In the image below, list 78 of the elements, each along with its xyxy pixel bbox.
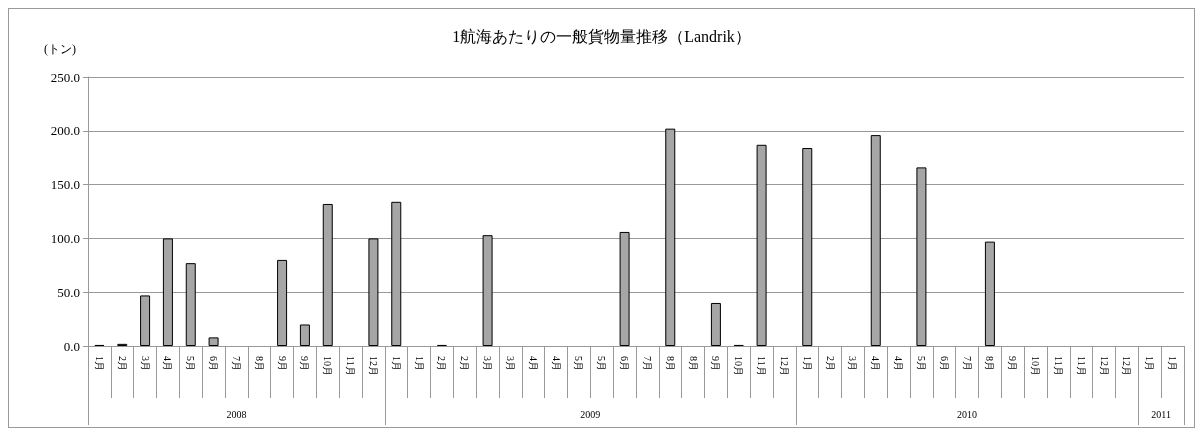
x-tick-label: 4月: [550, 356, 562, 371]
x-tick-label: 4月: [162, 356, 174, 371]
y-tick-label: 50.0: [57, 284, 80, 300]
bar: [916, 167, 927, 346]
x-tick-label: 10月: [322, 356, 334, 376]
text: 2009: [580, 408, 601, 420]
x-tick-label: 10月: [733, 356, 745, 376]
x-tick-label: 8月: [687, 356, 699, 371]
text: 2011: [1151, 408, 1171, 420]
x-tick-label: 12月: [1121, 356, 1133, 376]
x-tick-label: 1月: [801, 356, 813, 371]
x-tick-label: 1月: [413, 356, 425, 371]
x-tick-label: 10月: [1030, 356, 1042, 376]
bar: [208, 337, 219, 346]
x-tick-label: 1月: [93, 356, 105, 371]
x-tick-label: 6月: [619, 356, 631, 371]
y-axis-title: (トン): [44, 42, 76, 56]
x-tick-label: 1月: [390, 356, 402, 371]
x-tick-label: 7月: [641, 356, 653, 371]
x-tick-label: 5月: [573, 356, 585, 371]
x-tick-label: 9月: [710, 356, 722, 371]
x-tick-label: 4月: [893, 356, 905, 371]
x-tick-label: 4月: [527, 356, 539, 371]
bar: [140, 295, 151, 346]
bar: [870, 135, 881, 346]
x-tick-label: 3月: [847, 356, 859, 371]
x-tick-label: 3月: [482, 356, 494, 371]
bar: [368, 238, 379, 346]
bar: [756, 144, 767, 346]
y-tick-label: 150.0: [50, 177, 80, 193]
y-tick-label: 200.0: [50, 123, 80, 139]
x-tick-label: 9月: [276, 356, 288, 371]
x-tick-label: 12月: [367, 356, 379, 376]
bar: [299, 324, 310, 346]
chart-title: 1航海あたりの一般貨物量推移（Landrik）: [452, 27, 751, 45]
x-tick-label: 12月: [1098, 356, 1110, 376]
bar: [277, 259, 288, 346]
x-tick-label: 7月: [961, 356, 973, 371]
x-tick-label: 12月: [778, 356, 790, 376]
bar: [984, 241, 995, 346]
x-tick-label: 5月: [596, 356, 608, 371]
x-tick-label: 6月: [208, 356, 220, 371]
bar: [322, 203, 333, 346]
bar: [665, 128, 676, 346]
bar: [619, 231, 630, 346]
x-tick-label: 3月: [139, 356, 151, 371]
x-tick-label: 2月: [436, 356, 448, 371]
bar: [482, 235, 493, 346]
x-tick-label: 9月: [299, 356, 311, 371]
x-tick-label: 11月: [1052, 356, 1064, 376]
x-tick-label: 11月: [1075, 356, 1087, 376]
x-tick-label: 7月: [230, 356, 242, 371]
y-tick-label: 0.0: [63, 338, 80, 354]
x-tick-label: 5月: [185, 356, 197, 371]
x-tick-label: 2月: [824, 356, 836, 371]
bar: [185, 263, 196, 346]
x-tick-label: 2月: [116, 356, 128, 371]
x-tick-label: 11月: [345, 356, 357, 376]
x-tick-label: 9月: [1007, 356, 1019, 371]
x-tick-label: 4月: [870, 356, 882, 371]
x-tick-label: 3月: [504, 356, 516, 371]
bar: [802, 148, 813, 346]
x-tick-label: 2月: [459, 356, 471, 371]
y-tick-label: 100.0: [50, 230, 80, 246]
x-tick-label: 1月: [1144, 356, 1156, 371]
bar: [162, 238, 173, 346]
x-tick-label: 8月: [984, 356, 996, 371]
x-tick-label: 1月: [1167, 356, 1179, 371]
x-tick-label: 6月: [938, 356, 950, 371]
x-tick-label: 5月: [915, 356, 927, 371]
y-tick-label: 250.0: [50, 69, 80, 85]
x-tick-label: 8月: [664, 356, 676, 371]
bar: [391, 201, 402, 346]
x-tick-label: 8月: [253, 356, 265, 371]
bar: [710, 302, 721, 346]
text: 2008: [226, 408, 247, 420]
text: 2010: [957, 408, 978, 420]
x-tick-label: 11月: [756, 356, 768, 376]
